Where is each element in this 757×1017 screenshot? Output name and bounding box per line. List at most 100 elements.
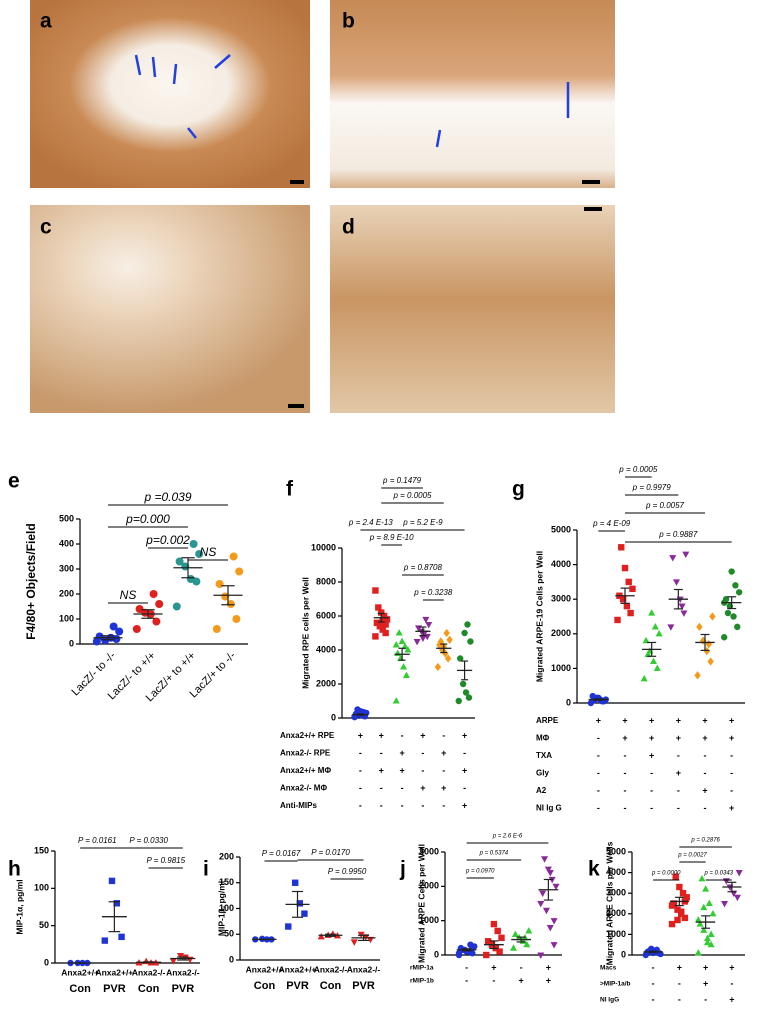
- data-point: [484, 938, 492, 945]
- condition-mark: -: [465, 962, 468, 972]
- data-point: [678, 603, 686, 610]
- data-point: [101, 937, 108, 944]
- data-point: [490, 920, 498, 928]
- condition-mark: -: [359, 800, 362, 810]
- image-label: c: [40, 216, 52, 239]
- condition-mark: -: [463, 748, 466, 758]
- x-tick-label: Anxa2+/+: [246, 964, 284, 974]
- x-tick-sublabel: Con: [138, 983, 160, 995]
- y-tick-label: 1000: [419, 915, 439, 925]
- condition-mark: -: [465, 975, 468, 985]
- condition-mark: +: [702, 785, 707, 795]
- data-point: [653, 664, 661, 671]
- y-tick-label: 50: [224, 929, 234, 939]
- condition-mark: -: [652, 994, 655, 1004]
- data-point: [392, 697, 400, 704]
- data-point: [614, 616, 621, 624]
- condition-mark: +: [729, 962, 734, 972]
- data-point: [109, 622, 118, 631]
- data-point: [674, 916, 681, 924]
- data-point: [542, 907, 550, 915]
- condition-label: Gly: [536, 769, 549, 778]
- y-tick-label: 3000: [551, 594, 571, 604]
- data-point: [511, 930, 519, 937]
- micrograph-d: d: [330, 205, 615, 413]
- data-point: [696, 920, 704, 927]
- data-point: [625, 578, 632, 586]
- data-point: [509, 944, 518, 951]
- data-point: [683, 894, 690, 901]
- data-point: [733, 894, 741, 902]
- comparison-label: p = 0.0343: [703, 871, 733, 877]
- panel-label: k: [588, 858, 600, 881]
- comparison-label: p = 0.0027: [677, 853, 707, 859]
- data-point: [457, 655, 464, 662]
- image-label: a: [40, 10, 52, 33]
- data-point: [621, 564, 629, 572]
- condition-mark: -: [704, 994, 707, 1004]
- condition-mark: +: [546, 975, 551, 985]
- data-point: [694, 949, 702, 956]
- data-point: [498, 934, 505, 942]
- data-point: [155, 600, 164, 608]
- data-point: [546, 924, 554, 932]
- data-point: [446, 635, 453, 644]
- condition-mark: -: [730, 785, 733, 795]
- data-point: [681, 914, 689, 922]
- condition-mark: +: [729, 803, 734, 813]
- y-tick-label: 4000: [606, 867, 626, 877]
- y-tick-label: 300: [59, 563, 74, 573]
- data-point: [404, 646, 412, 653]
- data-point: [132, 625, 141, 633]
- data-point: [732, 582, 739, 589]
- data-point: [400, 663, 408, 670]
- data-point: [395, 629, 403, 636]
- data-point: [455, 697, 462, 705]
- comparison-label: p = 2.4 E-13: [348, 518, 393, 527]
- condition-mark: +: [703, 962, 708, 972]
- y-axis-label: Migrated ARPE-19 Cells per Well: [534, 551, 544, 682]
- data-point: [669, 555, 677, 562]
- data-point: [694, 916, 702, 923]
- data-point: [709, 909, 717, 917]
- condition-mark: -: [421, 748, 424, 758]
- x-tick-label: Anxa2-/-: [314, 964, 348, 974]
- comparison-label: p =0.039: [143, 490, 191, 504]
- comparison-label: p = 8.9 E-10: [369, 533, 414, 542]
- condition-mark: -: [677, 750, 680, 760]
- y-tick-label: 2000: [606, 908, 626, 918]
- condition-mark: +: [676, 715, 681, 725]
- comparison-label: p = 0.5374: [479, 851, 509, 857]
- comparison-label: p = 0.0000: [651, 871, 681, 877]
- data-point: [627, 609, 634, 617]
- condition-mark: +: [546, 962, 551, 972]
- y-tick-label: 0: [44, 957, 49, 967]
- data-point: [619, 596, 627, 603]
- condition-mark: +: [622, 733, 627, 743]
- data-point: [221, 592, 230, 601]
- data-point: [680, 610, 688, 617]
- data-point: [373, 619, 381, 626]
- condition-mark: -: [704, 803, 707, 813]
- data-point: [651, 623, 659, 630]
- data-point: [523, 940, 531, 948]
- data-point: [152, 617, 161, 626]
- x-tick-sublabel: Con: [320, 980, 342, 992]
- data-point: [379, 617, 386, 625]
- data-point: [422, 616, 430, 624]
- data-point: [392, 641, 400, 648]
- y-tick-label: 2000: [551, 628, 571, 638]
- image-label: d: [342, 216, 355, 239]
- condition-label: Anxa2-/- MΦ: [280, 784, 327, 793]
- data-point: [108, 877, 116, 885]
- data-point: [301, 910, 308, 917]
- condition-mark: -: [678, 978, 681, 988]
- data-point: [401, 642, 409, 650]
- comparison-label: P = 0.0170: [311, 848, 350, 857]
- condition-label: Anxa2+/+ RPE: [280, 731, 335, 740]
- condition-mark: -: [624, 750, 627, 760]
- condition-mark: -: [677, 803, 680, 813]
- data-point: [382, 629, 389, 637]
- data-point: [176, 952, 184, 960]
- data-point: [700, 926, 708, 933]
